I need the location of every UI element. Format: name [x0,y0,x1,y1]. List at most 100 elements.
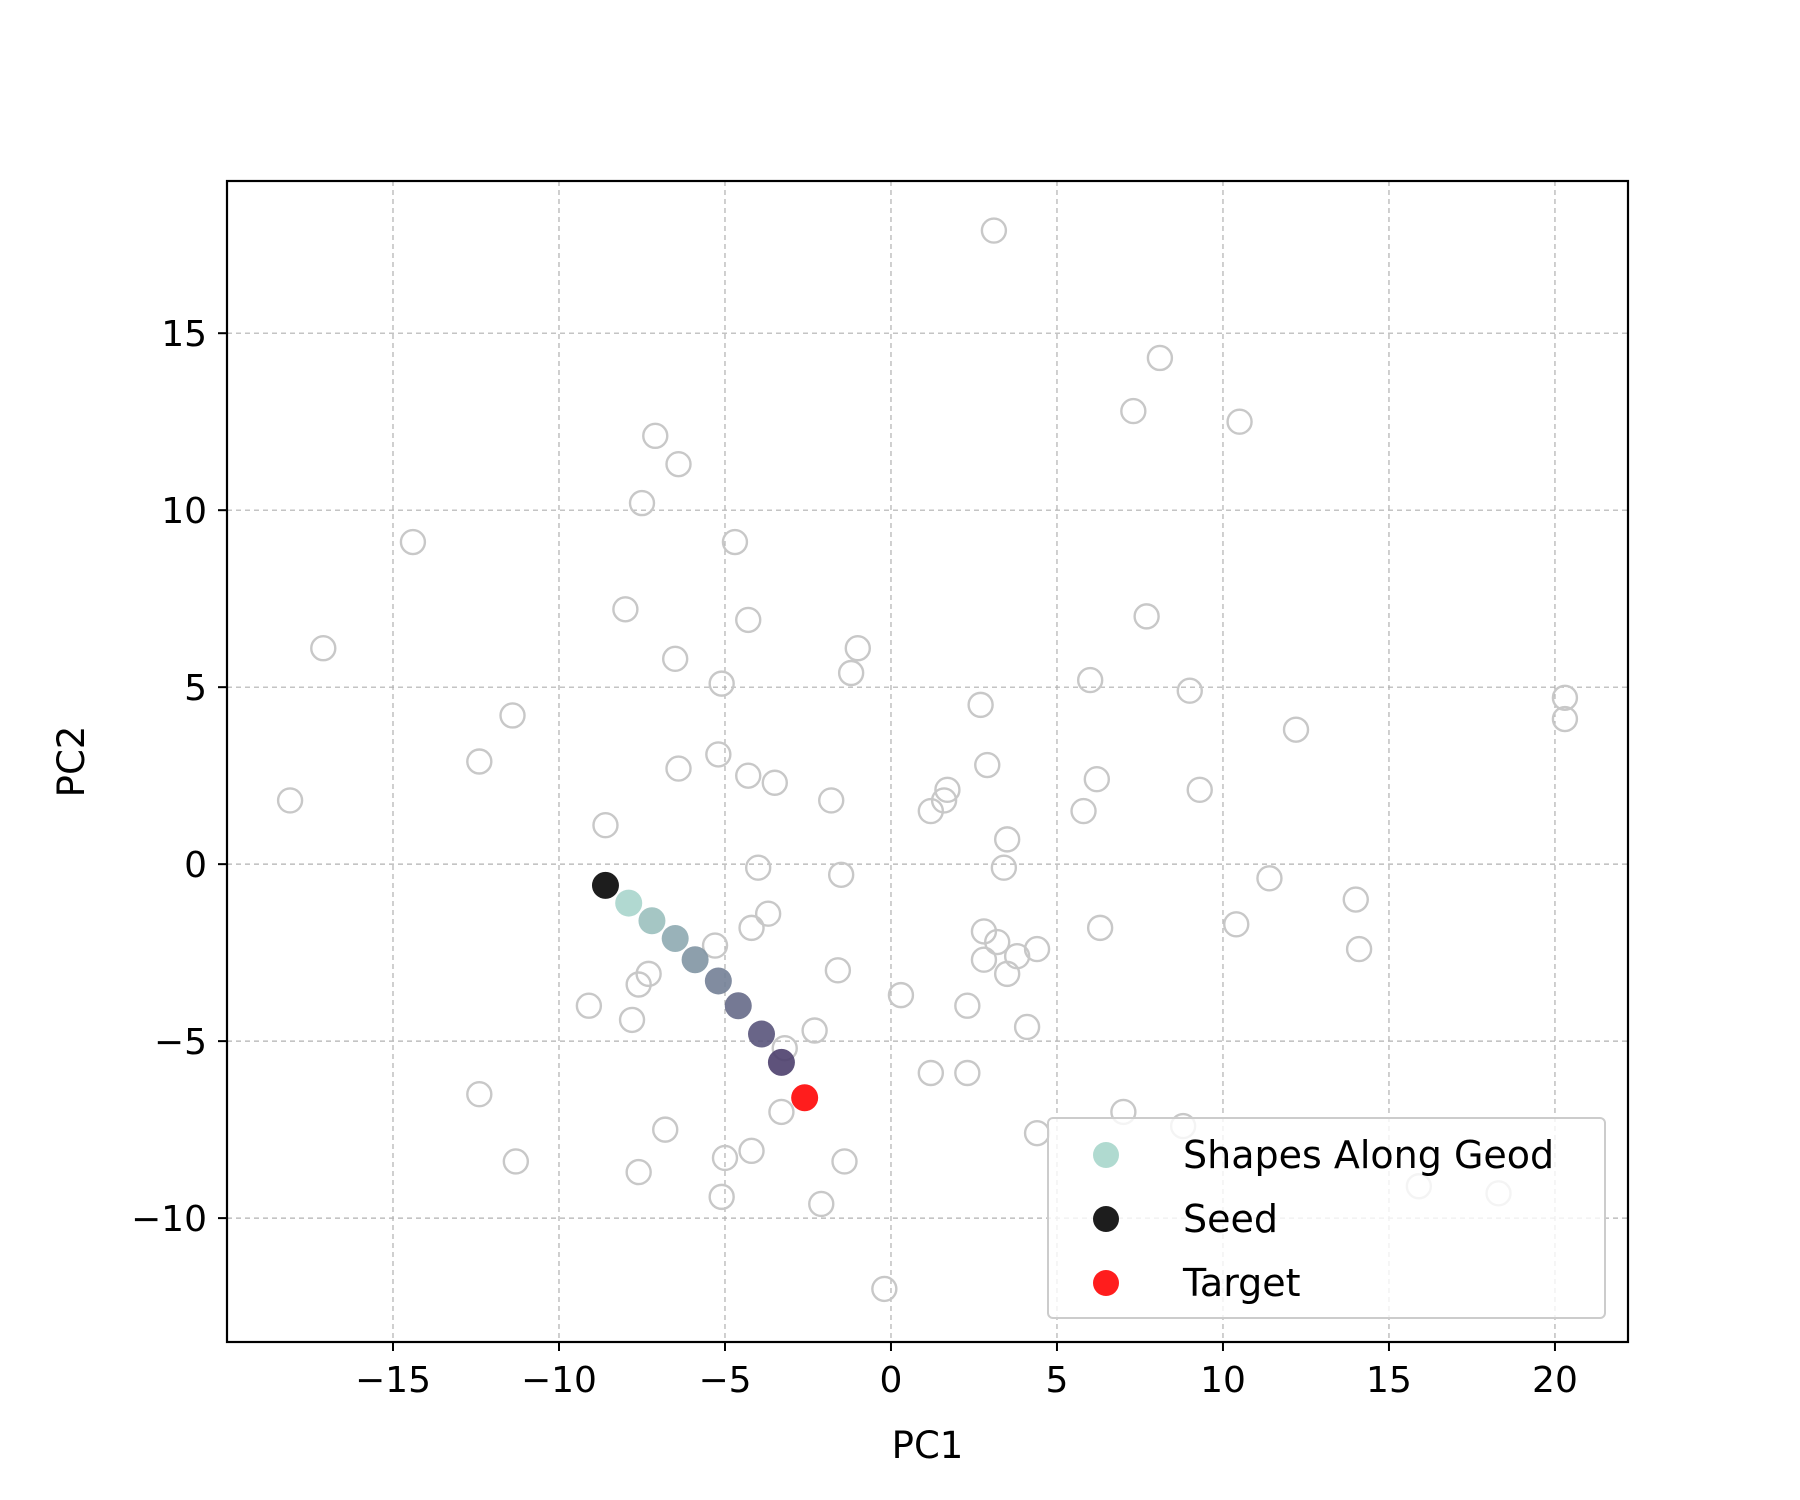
background-point [808,1190,835,1218]
geodesic-path-point [638,907,666,935]
background-point [990,854,1018,881]
legend: Shapes Along Geod Seed Target [1047,1117,1606,1319]
tick-labels: −15 −10 −5 0 5 10 15 20 −10 −5 0 5 10 15 [131,314,1578,1401]
background-point [917,797,945,825]
x-tick-label: 10 [1200,1360,1246,1401]
background-point [665,450,692,478]
background-point [661,645,689,673]
background-point [1345,935,1373,963]
background-point [652,1116,679,1143]
background-point [1146,344,1174,372]
background-point [993,826,1021,853]
background-point [1070,797,1097,825]
background-point [887,981,915,1009]
background-point [980,217,1008,244]
background-point [954,1059,981,1087]
background-point [705,741,732,768]
background-point [738,914,765,942]
background-point [612,596,639,623]
background-point [801,1017,828,1044]
geodesic-path-point [704,967,732,995]
axes [218,179,1630,1351]
background-point [1176,677,1203,704]
background-point [592,812,619,839]
background-point [711,1144,739,1172]
background-point [837,659,865,687]
background-point [466,1081,493,1108]
background-point [1013,1013,1041,1041]
geodesic-path-point [748,1020,776,1048]
background-point [1282,716,1310,743]
geodesic-path-point [615,889,643,917]
background-point [399,528,427,556]
background-point [954,992,981,1019]
background-point [1256,865,1283,892]
background-point [1551,684,1579,711]
background-point [1223,911,1250,938]
y-tick-label: −10 [131,1199,207,1240]
seed-point [591,871,619,899]
background-point [930,787,958,814]
background-point [871,1275,898,1303]
endpoint-points [591,871,819,1112]
background-point [1551,705,1579,733]
x-tick-label: 15 [1366,1360,1412,1401]
background-point [701,932,729,959]
background-point [618,1006,646,1034]
grid-lines [227,181,1628,1342]
background-point [642,422,669,450]
background-point [1120,397,1147,425]
background-point [934,776,961,804]
background-point [1342,886,1369,913]
x-tick-label: −5 [698,1360,751,1401]
background-point [984,928,1011,956]
background-point [738,1137,765,1165]
x-tick-label: −15 [355,1360,431,1401]
legend-marker-target [1093,1270,1119,1296]
background-point [993,960,1021,988]
background-point [1133,603,1160,630]
legend-box [1047,1117,1606,1319]
background-point [708,1183,735,1211]
background-point [970,918,998,945]
y-axis-label: PC2 [50,726,93,798]
background-point [665,755,692,782]
x-tick-label: 20 [1532,1360,1578,1401]
background-point [1083,765,1111,793]
x-axis-label: PC1 [892,1424,964,1467]
y-tick-label: 15 [161,314,207,355]
legend-marker-shapes-along-geod [1093,1142,1119,1168]
y-tick-label: 0 [184,845,207,886]
x-tick-label: 5 [1046,1360,1069,1401]
background-point [735,606,762,634]
background-point [635,960,662,988]
background-point [967,691,994,719]
background-point [575,992,603,1019]
background-point [974,751,1001,779]
background-point [917,1059,945,1087]
background-point [844,635,871,662]
legend-label-shapes-along-geod: Shapes Along Geod [1183,1133,1554,1177]
background-point [1023,1119,1051,1147]
background-point [768,1098,795,1126]
geodesic-path-points [615,889,795,1076]
background-point [824,957,852,984]
background-point [721,528,749,556]
background-point [1003,942,1031,970]
background-point [628,489,656,517]
background-point [754,900,782,927]
background-point [625,1158,652,1186]
y-tick-label: −5 [154,1022,207,1063]
legend-label-target: Target [1182,1261,1301,1305]
background-point [502,1148,530,1175]
y-tick-label: 10 [161,491,207,532]
background-point [1076,666,1104,694]
background-point [970,946,998,973]
legend-marker-seed [1093,1206,1119,1232]
background-point [1226,408,1253,435]
background-point [499,702,526,729]
background-point [1086,914,1114,942]
background-point [708,670,735,697]
y-tick-label: 5 [184,668,207,709]
